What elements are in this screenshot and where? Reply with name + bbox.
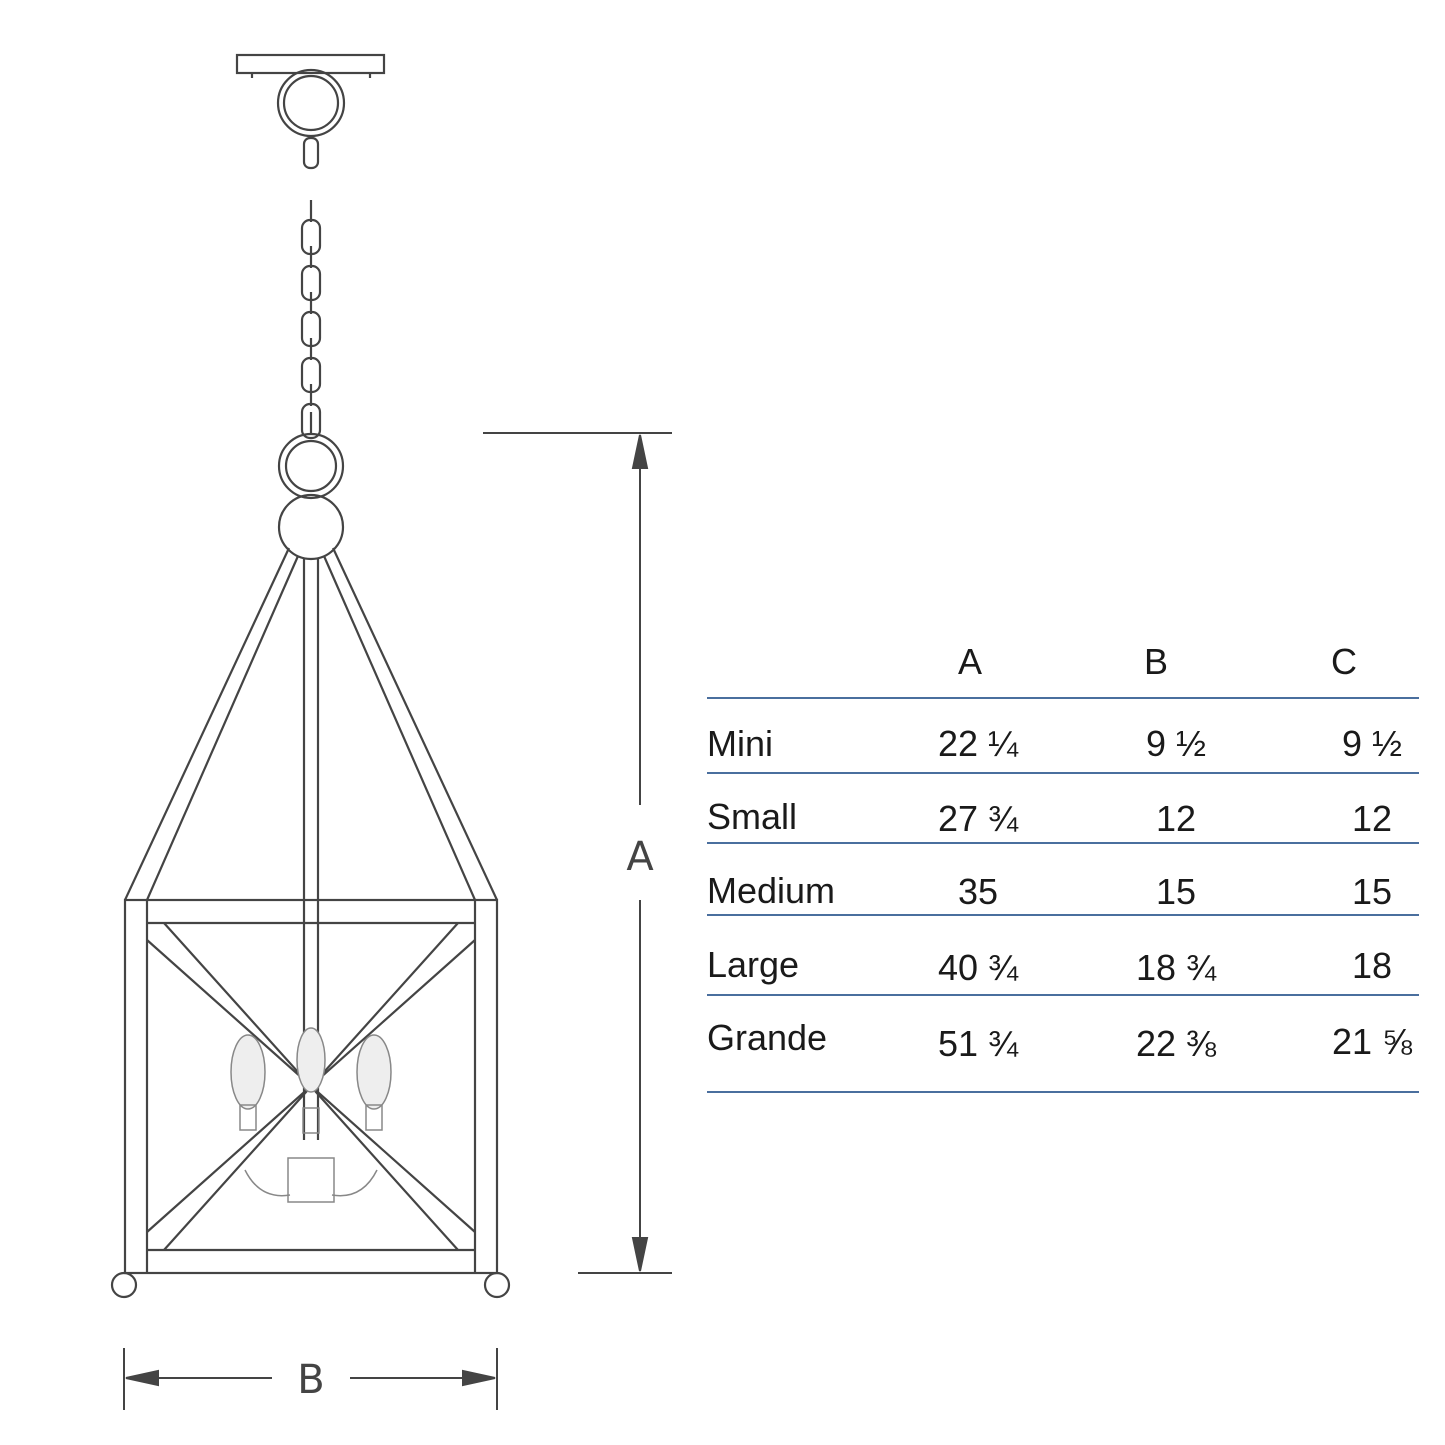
cell-mini-c: 9 ½	[1341, 723, 1403, 764]
cell-large-a: 40 ¾	[937, 947, 1019, 988]
dimension-a: A	[483, 432, 672, 1274]
column-header-c: C	[1331, 641, 1357, 682]
cell-medium-b: 15	[1155, 871, 1197, 912]
cell-grande-b: 22 ⅜	[1135, 1023, 1217, 1064]
cell-large-b: 18 ¾	[1135, 947, 1217, 988]
column-header-a: A	[957, 641, 983, 682]
cell-large-c: 18	[1351, 945, 1393, 986]
lantern-frame	[110, 898, 511, 1299]
ceiling-canopy	[235, 53, 386, 78]
row-label-large: Large	[707, 944, 800, 985]
top-ring	[276, 68, 346, 138]
row-label-small: Small	[707, 796, 798, 837]
cell-medium-a: 35	[957, 871, 999, 912]
dimension-b: B	[123, 1348, 498, 1410]
cell-mini-b: 9 ½	[1145, 723, 1207, 764]
row-label-medium: Medium	[707, 870, 836, 911]
dimension-a-label: A	[626, 834, 654, 880]
cell-small-c: 12	[1351, 798, 1393, 839]
cell-small-a: 27 ¾	[937, 798, 1019, 839]
table-rule	[707, 772, 1419, 774]
cell-medium-c: 15	[1351, 871, 1393, 912]
table-rule	[707, 697, 1419, 699]
chain-link	[302, 136, 320, 170]
column-header-b: B	[1143, 641, 1169, 682]
finial-ball	[277, 493, 345, 561]
row-label-mini: Mini	[707, 723, 774, 764]
cell-grande-c: 21 ⅝	[1331, 1021, 1413, 1062]
cell-small-b: 12	[1155, 798, 1197, 839]
table-rule	[707, 842, 1419, 844]
dimension-b-label: B	[297, 1357, 324, 1403]
table-rule	[707, 994, 1419, 996]
cell-grande-a: 51 ¾	[937, 1023, 1019, 1064]
table-rule	[707, 1091, 1419, 1093]
table-rule	[707, 914, 1419, 916]
cell-mini-a: 22 ¼	[937, 723, 1019, 764]
chain	[300, 136, 322, 440]
bottom-ring	[277, 432, 345, 500]
candle-bulbs	[230, 1027, 392, 1203]
row-label-grande: Grande	[707, 1017, 828, 1058]
